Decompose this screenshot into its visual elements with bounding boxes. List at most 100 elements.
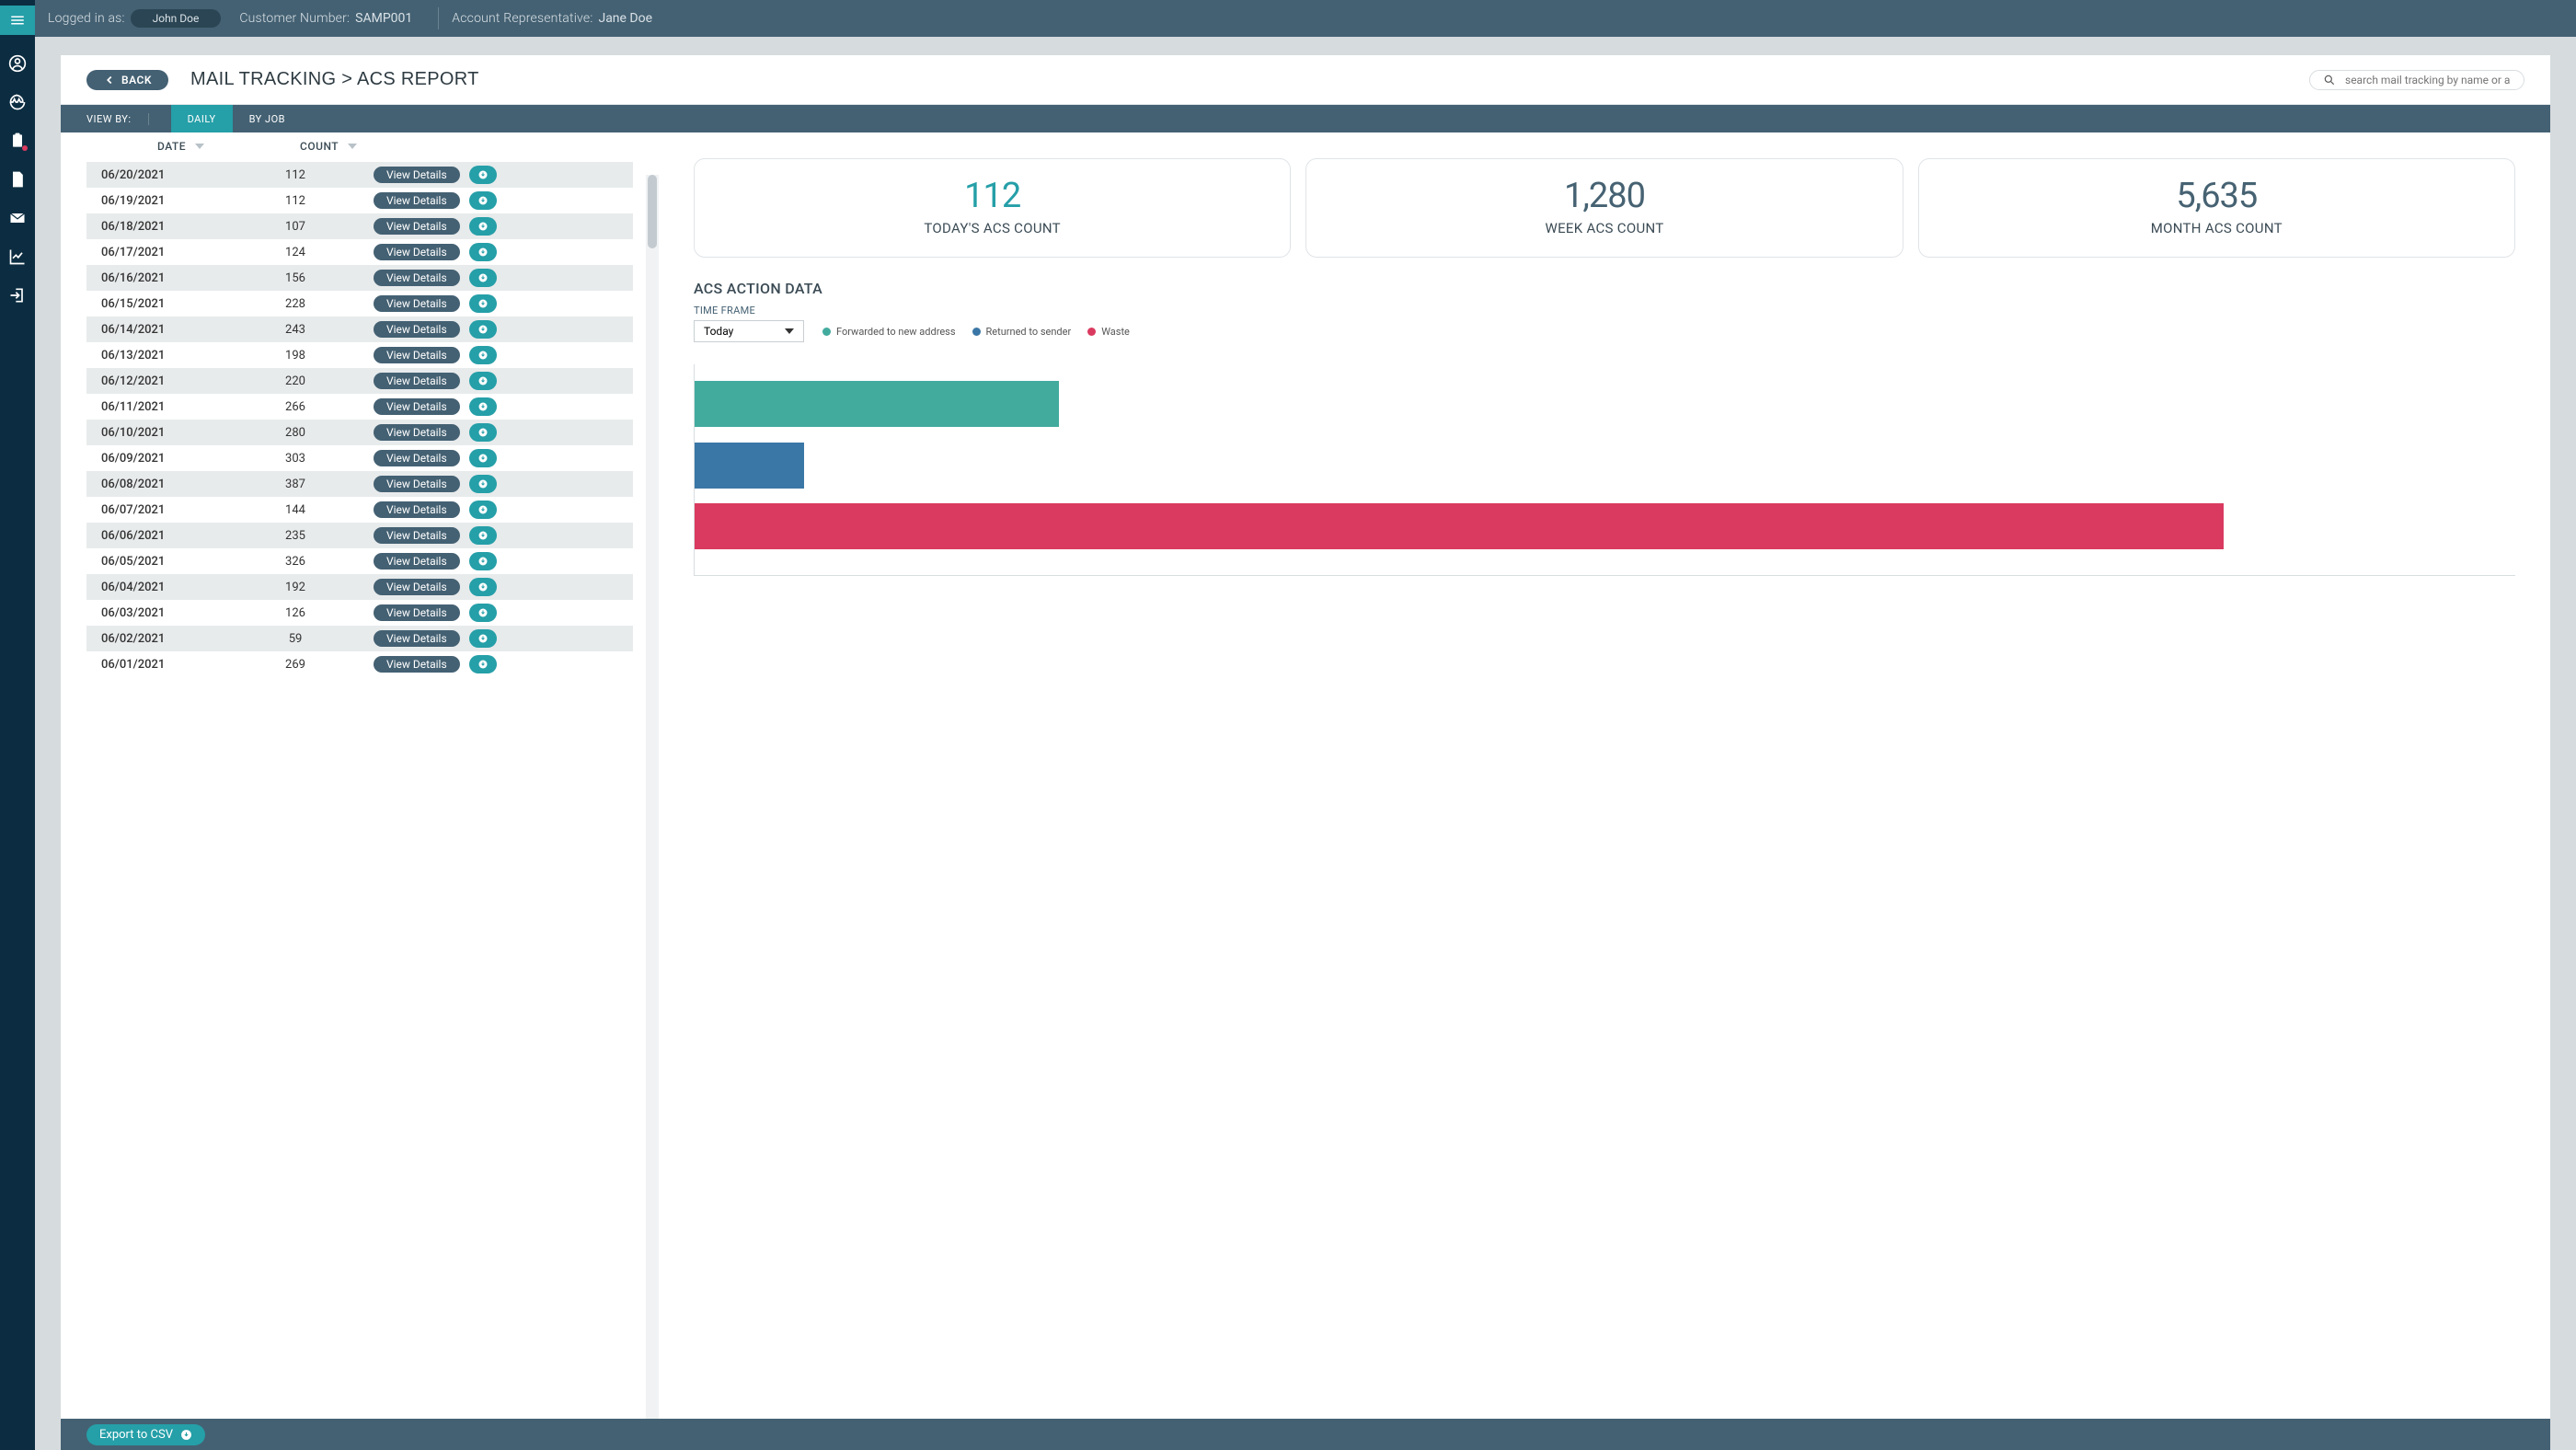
view-details-button[interactable]: View Details xyxy=(374,604,460,621)
view-details-button[interactable]: View Details xyxy=(374,501,460,518)
download-button[interactable] xyxy=(469,578,497,596)
scrollbar[interactable] xyxy=(646,175,659,1419)
download-button[interactable] xyxy=(469,526,497,545)
viewby-label: VIEW BY: xyxy=(86,113,149,125)
viewby-bar: VIEW BY: DAILYBY JOB xyxy=(61,105,2550,132)
download-button[interactable] xyxy=(469,629,497,648)
viewby-tab-daily[interactable]: DAILY xyxy=(171,105,233,132)
cell-count: 228 xyxy=(245,297,374,311)
search-box[interactable] xyxy=(2309,70,2524,90)
view-details-button[interactable]: View Details xyxy=(374,373,460,389)
logout-icon[interactable] xyxy=(0,276,35,315)
cell-count: 243 xyxy=(245,323,374,337)
cell-date: 06/07/2021 xyxy=(86,503,245,517)
view-details-button[interactable]: View Details xyxy=(374,218,460,235)
view-details-button[interactable]: View Details xyxy=(374,347,460,363)
view-details-button[interactable]: View Details xyxy=(374,579,460,595)
cell-count: 198 xyxy=(245,349,374,362)
download-button[interactable] xyxy=(469,423,497,442)
download-button[interactable] xyxy=(469,604,497,622)
document-icon[interactable] xyxy=(0,160,35,199)
cell-date: 06/08/2021 xyxy=(86,478,245,491)
search-input[interactable] xyxy=(2345,74,2511,86)
cell-count: 112 xyxy=(245,168,374,182)
back-button[interactable]: BACK xyxy=(86,70,168,90)
cell-count: 156 xyxy=(245,271,374,285)
chart-icon[interactable] xyxy=(0,237,35,276)
chevron-down-icon xyxy=(785,328,794,334)
view-details-button[interactable]: View Details xyxy=(374,656,460,673)
download-button[interactable] xyxy=(469,475,497,493)
cell-date: 06/15/2021 xyxy=(86,297,245,311)
download-button[interactable] xyxy=(469,269,497,287)
chart-bar xyxy=(695,503,2224,549)
breadcrumb: MAIL TRACKING > ACS REPORT xyxy=(190,69,479,90)
table-header: DATE COUNT xyxy=(61,132,659,162)
scroll-thumb[interactable] xyxy=(648,175,657,248)
table-panel: DATE COUNT 06/20/2021112View Details06/1… xyxy=(61,132,659,1419)
menu-icon[interactable] xyxy=(0,6,35,35)
download-button[interactable] xyxy=(469,294,497,313)
view-details-button[interactable]: View Details xyxy=(374,553,460,570)
view-details-button[interactable]: View Details xyxy=(374,321,460,338)
view-details-button[interactable]: View Details xyxy=(374,244,460,260)
stat-cards: 112 TODAY'S ACS COUNT 1,280 WEEK ACS COU… xyxy=(694,158,2515,258)
legend-item: Returned to sender xyxy=(972,326,1072,338)
download-button[interactable] xyxy=(469,372,497,390)
col-date[interactable]: DATE xyxy=(61,140,245,153)
table-row: 06/02/202159View Details xyxy=(86,626,633,651)
view-details-button[interactable]: View Details xyxy=(374,192,460,209)
table-row: 06/18/2021107View Details xyxy=(86,213,633,239)
view-details-button[interactable]: View Details xyxy=(374,630,460,647)
chart-area xyxy=(694,364,2515,576)
view-details-button[interactable]: View Details xyxy=(374,398,460,415)
download-button[interactable] xyxy=(469,191,497,210)
view-details-button[interactable]: View Details xyxy=(374,527,460,544)
view-details-button[interactable]: View Details xyxy=(374,476,460,492)
user-icon[interactable] xyxy=(0,44,35,83)
cell-count: 112 xyxy=(245,194,374,208)
timeframe-select[interactable]: Today xyxy=(694,320,804,342)
clipboard-icon[interactable] xyxy=(0,121,35,160)
dashboard-icon[interactable] xyxy=(0,83,35,121)
stat-label: TODAY'S ACS COUNT xyxy=(704,220,1281,236)
legend-label: Forwarded to new address xyxy=(836,326,956,338)
legend-dot xyxy=(1087,328,1096,336)
back-label: BACK xyxy=(121,74,152,86)
user-pill[interactable]: John Doe xyxy=(131,9,222,28)
cell-date: 06/04/2021 xyxy=(86,581,245,594)
download-button[interactable] xyxy=(469,346,497,364)
stat-value: 112 xyxy=(704,176,1281,216)
viewby-tab-by-job[interactable]: BY JOB xyxy=(233,105,302,132)
export-csv-button[interactable]: Export to CSV xyxy=(86,1424,205,1445)
cell-date: 06/16/2021 xyxy=(86,271,245,285)
download-button[interactable] xyxy=(469,243,497,261)
view-details-button[interactable]: View Details xyxy=(374,270,460,286)
mail-icon[interactable] xyxy=(0,199,35,237)
table-body[interactable]: 06/20/2021112View Details06/19/2021112Vi… xyxy=(61,162,659,1419)
stat-value: 5,635 xyxy=(1928,176,2505,216)
download-button[interactable] xyxy=(469,501,497,519)
cell-date: 06/03/2021 xyxy=(86,606,245,620)
cell-date: 06/13/2021 xyxy=(86,349,245,362)
download-button[interactable] xyxy=(469,655,497,673)
view-details-button[interactable]: View Details xyxy=(374,295,460,312)
table-row: 06/19/2021112View Details xyxy=(86,188,633,213)
download-button[interactable] xyxy=(469,166,497,184)
download-button[interactable] xyxy=(469,397,497,416)
download-button[interactable] xyxy=(469,217,497,236)
col-count[interactable]: COUNT xyxy=(245,140,374,153)
download-button[interactable] xyxy=(469,449,497,467)
table-row: 06/05/2021326View Details xyxy=(86,548,633,574)
stat-card-month: 5,635 MONTH ACS COUNT xyxy=(1918,158,2515,258)
cell-date: 06/10/2021 xyxy=(86,426,245,440)
view-details-button[interactable]: View Details xyxy=(374,167,460,183)
view-details-button[interactable]: View Details xyxy=(374,450,460,466)
download-button[interactable] xyxy=(469,320,497,339)
stat-card-today: 112 TODAY'S ACS COUNT xyxy=(694,158,1291,258)
view-details-button[interactable]: View Details xyxy=(374,424,460,441)
table-row: 06/04/2021192View Details xyxy=(86,574,633,600)
legend-dot xyxy=(822,328,831,336)
download-button[interactable] xyxy=(469,552,497,570)
table-row: 06/11/2021266View Details xyxy=(86,394,633,420)
